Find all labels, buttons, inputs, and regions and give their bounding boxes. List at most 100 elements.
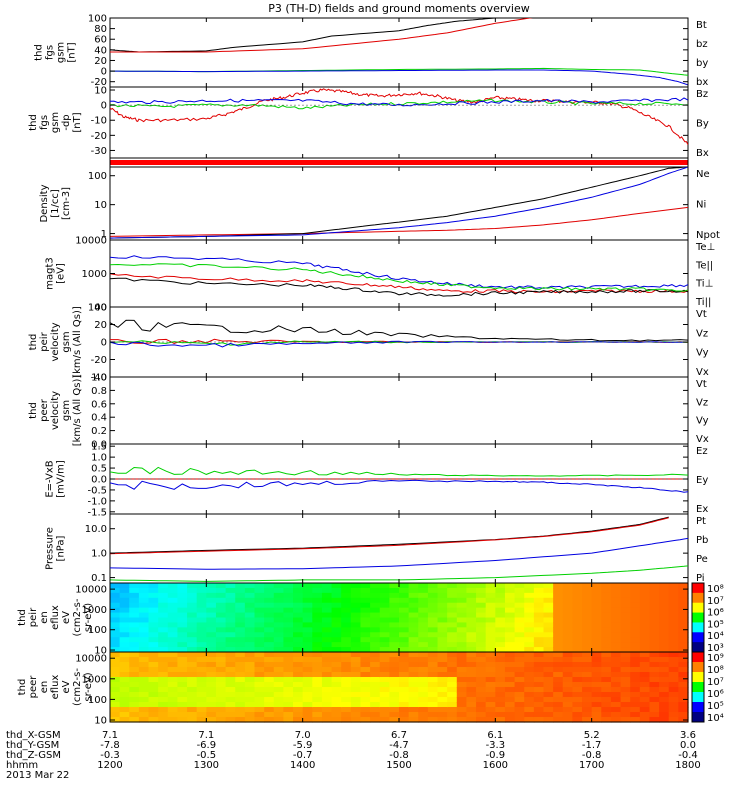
spectrogram-cell — [649, 687, 660, 693]
spectrogram-cell — [514, 647, 525, 653]
spectrogram-cell — [119, 712, 130, 718]
spectrogram-cell — [668, 597, 679, 604]
spectrogram-cell — [408, 672, 419, 678]
spectrogram-cell — [399, 697, 410, 703]
spectrogram-cell — [553, 583, 564, 589]
spectrogram-cell — [264, 667, 275, 673]
spectrogram-cell — [235, 647, 246, 653]
spectrogram-cell — [119, 637, 130, 643]
spectrogram-cell — [620, 687, 631, 693]
spectrogram-cell — [591, 632, 602, 638]
spectrogram-cell — [187, 602, 198, 609]
spectrogram-cell — [427, 667, 439, 673]
spectrogram-cell — [350, 612, 362, 619]
spectrogram-cell — [620, 592, 631, 599]
spectrogram-cell — [331, 612, 342, 619]
spectrogram-cell — [678, 692, 689, 698]
spectrogram-cell — [235, 697, 246, 703]
spectrogram-cell — [110, 642, 121, 648]
spectrogram-cell — [196, 657, 207, 663]
spectrogram-cell — [659, 687, 670, 693]
spectrogram-cell — [138, 627, 150, 633]
colorbar-segment — [692, 672, 704, 683]
ephemeris-value: -4.7 — [389, 740, 409, 751]
y-tick-label: 0.8 — [91, 386, 107, 397]
spectrogram-cell — [572, 592, 583, 599]
ephemeris-value: -0.9 — [486, 750, 506, 761]
spectrogram-cell — [389, 652, 400, 658]
spectrogram-cell — [389, 677, 400, 683]
spectrogram-cell — [293, 602, 304, 609]
panel-frame — [109, 86, 689, 159]
spectrogram-cell — [235, 672, 246, 678]
spectrogram-cell — [119, 622, 130, 628]
spectrogram-cell — [312, 652, 323, 658]
spectrogram-cell — [476, 587, 487, 594]
spectrogram-cell — [649, 597, 660, 604]
spectrogram-cell — [620, 607, 631, 614]
spectrogram-cell — [572, 597, 583, 604]
spectrogram-cell — [370, 687, 381, 693]
spectrogram-cell — [533, 612, 545, 619]
spectrogram-cell — [302, 652, 313, 658]
y-axis-label: eflux — [50, 605, 61, 630]
spectrogram-cell — [254, 672, 265, 678]
y-axis-label: Density — [39, 184, 50, 222]
spectrogram-cell — [138, 662, 150, 668]
spectrogram-cell — [514, 662, 525, 668]
y-tick-label: 100 — [88, 14, 107, 25]
spectrogram-cell — [321, 692, 333, 698]
spectrogram-cell — [408, 662, 419, 668]
spectrogram-cell — [225, 707, 236, 713]
spectrogram-cell — [206, 583, 217, 589]
spectrogram-cell — [582, 592, 593, 599]
spectrogram-cell — [668, 667, 679, 673]
spectrogram-cell — [321, 612, 333, 619]
spectrogram-cell — [408, 667, 419, 673]
spectrogram-cell — [302, 627, 313, 633]
series-line-bx — [110, 69, 688, 86]
y-tick-label: -20 — [91, 355, 107, 366]
spectrogram-cell — [225, 612, 236, 619]
spectrogram-cell — [495, 617, 506, 624]
spectrogram-cell — [148, 642, 159, 648]
spectrogram-cell — [504, 702, 516, 708]
spectrogram-cell — [110, 602, 121, 609]
spectrogram-cell — [649, 697, 660, 703]
series-line-Pi — [110, 537, 688, 570]
spectrogram-cell — [225, 682, 236, 688]
colorbar-label: 10⁴ — [707, 713, 724, 724]
spectrogram-cell — [254, 652, 265, 658]
spectrogram-cell — [138, 657, 150, 663]
spectrogram-cell — [177, 657, 188, 663]
y-tick-label: -1.0 — [87, 496, 107, 507]
spectrogram-cell — [476, 712, 487, 718]
spectrogram-cell — [630, 632, 641, 638]
spectrogram-cell — [389, 692, 400, 698]
spectrogram-cell — [302, 717, 313, 723]
spectrogram-cell — [293, 617, 304, 624]
spectrogram-cell — [360, 607, 371, 614]
spectrogram-cell — [244, 642, 256, 648]
spectrogram-cell — [129, 612, 140, 619]
spectrogram-cell — [341, 697, 352, 703]
spectrogram-cell — [485, 622, 496, 628]
spectrogram-cell — [225, 602, 236, 609]
spectrogram-cell — [572, 587, 583, 594]
spectrogram-cell — [129, 682, 140, 688]
spectrogram-cell — [129, 662, 140, 668]
spectrogram-cell — [639, 647, 651, 653]
spectrogram-cell — [312, 627, 323, 633]
spectrogram-cell — [379, 682, 390, 688]
y-tick-label: 1000 — [82, 605, 107, 616]
spectrogram-cell — [408, 642, 419, 648]
spectrogram-cell — [668, 652, 679, 658]
spectrogram-cell — [514, 602, 525, 609]
spectrogram-cell — [524, 677, 535, 683]
spectrogram-cell — [254, 682, 265, 688]
spectrogram-cell — [264, 622, 275, 628]
series-line-Pb — [110, 517, 669, 555]
spectrogram-cell — [293, 717, 304, 723]
spectrogram-cell — [466, 587, 477, 594]
spectrogram-cell — [244, 607, 256, 614]
